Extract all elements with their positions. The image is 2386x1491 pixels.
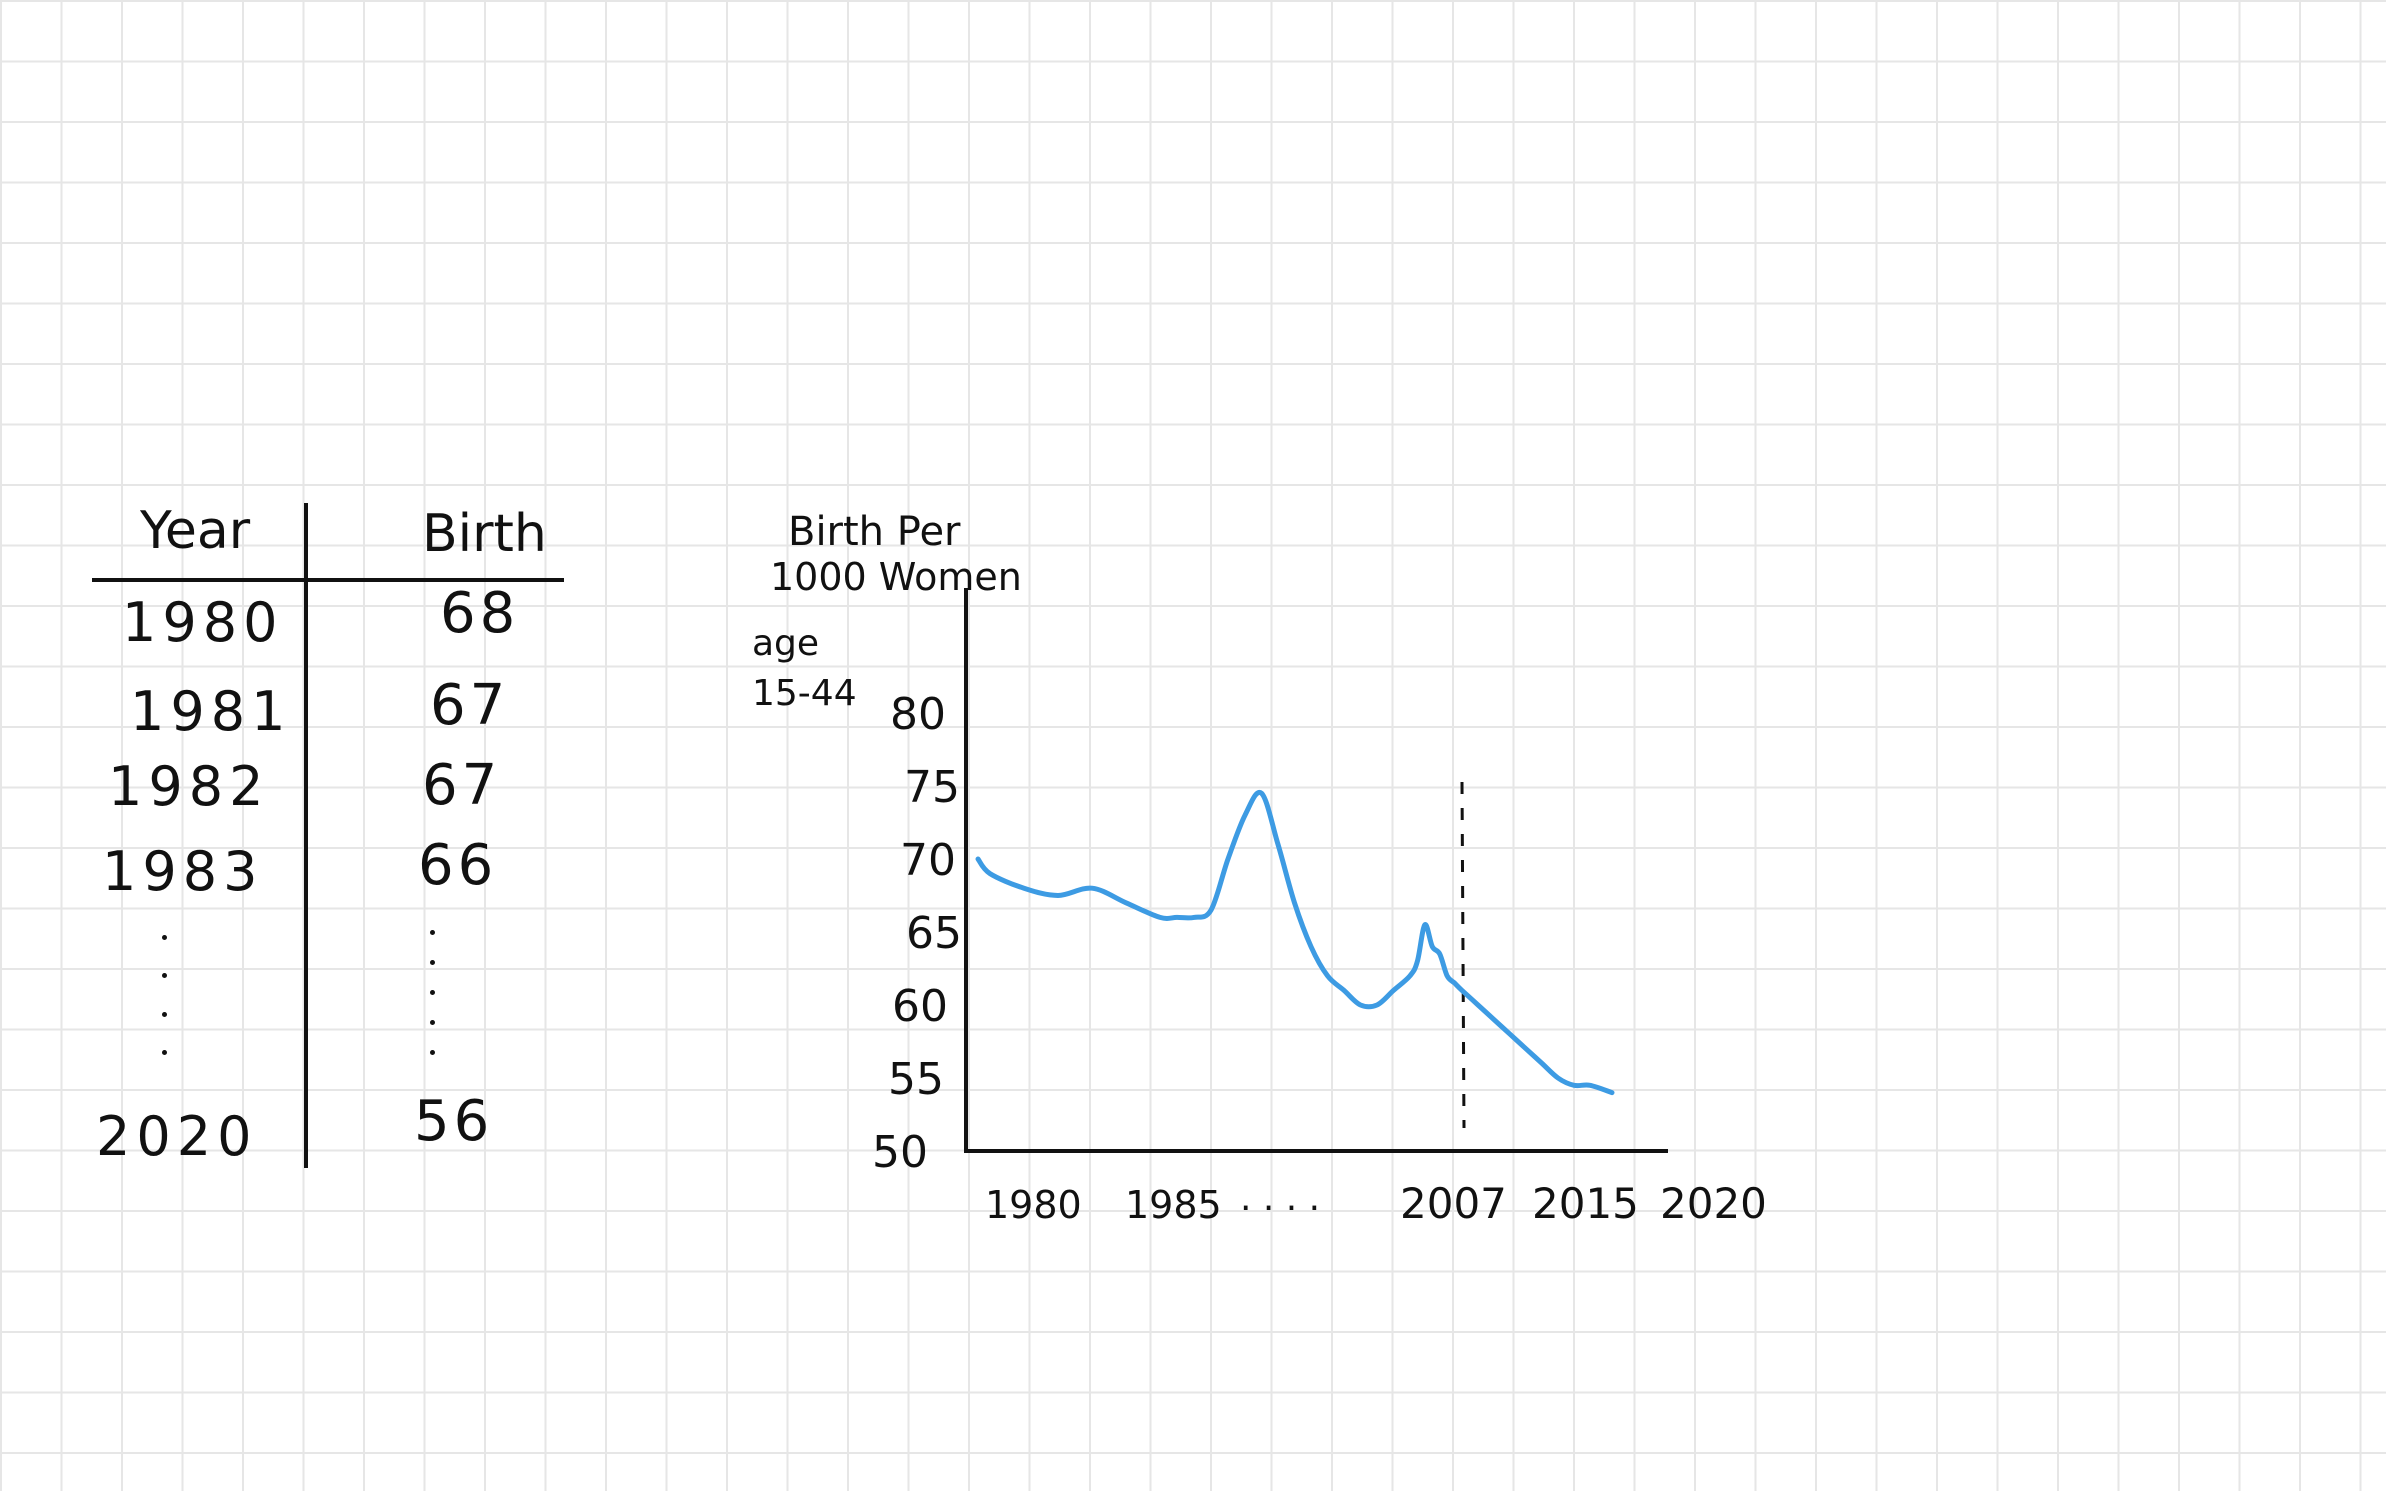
y-tick-label: 70 bbox=[900, 835, 956, 886]
table-ellipsis-birth bbox=[428, 930, 436, 1055]
x-tick-label: 1980 bbox=[985, 1183, 1082, 1227]
table-cell-birth: 67 bbox=[430, 673, 510, 738]
table-ellipsis-year bbox=[160, 935, 168, 1055]
table-header-year: Year bbox=[140, 501, 251, 561]
marker-dashed-line bbox=[1460, 781, 1466, 1129]
x-tick-label: 2020 bbox=[1660, 1179, 1767, 1228]
y-tick-label: 80 bbox=[890, 689, 946, 740]
table-cell-year: 1980 bbox=[122, 591, 284, 654]
x-tick-labels: 1980 1985 2007 2015 2020 . . . . bbox=[985, 1178, 1767, 1228]
table-column-rule bbox=[304, 503, 308, 1168]
y-tick-labels: 50 55 60 65 70 75 80 bbox=[872, 689, 962, 1178]
y-axis-label-line: Birth Per bbox=[788, 509, 961, 555]
table-cell-year: 1983 bbox=[102, 840, 264, 903]
y-tick-label: 50 bbox=[872, 1127, 928, 1178]
table-header-rule bbox=[92, 578, 564, 582]
table-cell-birth: 66 bbox=[418, 833, 498, 898]
series-line bbox=[975, 789, 1615, 1096]
table-cell-birth: 67 bbox=[422, 753, 502, 818]
x-tick-label: 2007 bbox=[1400, 1179, 1507, 1228]
series-group bbox=[975, 789, 1615, 1096]
vertical-marker bbox=[1460, 781, 1466, 1129]
table-cell-year: 1982 bbox=[108, 755, 270, 818]
x-tick-label: 2015 bbox=[1532, 1179, 1639, 1228]
y-tick-label: 65 bbox=[906, 908, 962, 959]
y-tick-label: 60 bbox=[892, 981, 948, 1032]
table-cell-year: 1981 bbox=[130, 680, 292, 743]
y-tick-label: 75 bbox=[904, 762, 960, 813]
table-header-birth: Birth bbox=[422, 504, 547, 564]
y-axis-label-line: 15-44 bbox=[752, 673, 857, 714]
table-cell-birth: 56 bbox=[414, 1089, 494, 1154]
y-axis-label-line: age bbox=[752, 623, 819, 664]
table-cell-birth: 68 bbox=[440, 581, 520, 646]
x-tick-label: 1985 bbox=[1125, 1183, 1222, 1227]
table-cell-year: 2020 bbox=[96, 1105, 258, 1168]
x-axis-ellipsis: . . . . bbox=[1240, 1178, 1320, 1219]
y-axis-label-line: 1000 Women bbox=[770, 555, 1022, 599]
y-tick-label: 55 bbox=[888, 1054, 944, 1105]
